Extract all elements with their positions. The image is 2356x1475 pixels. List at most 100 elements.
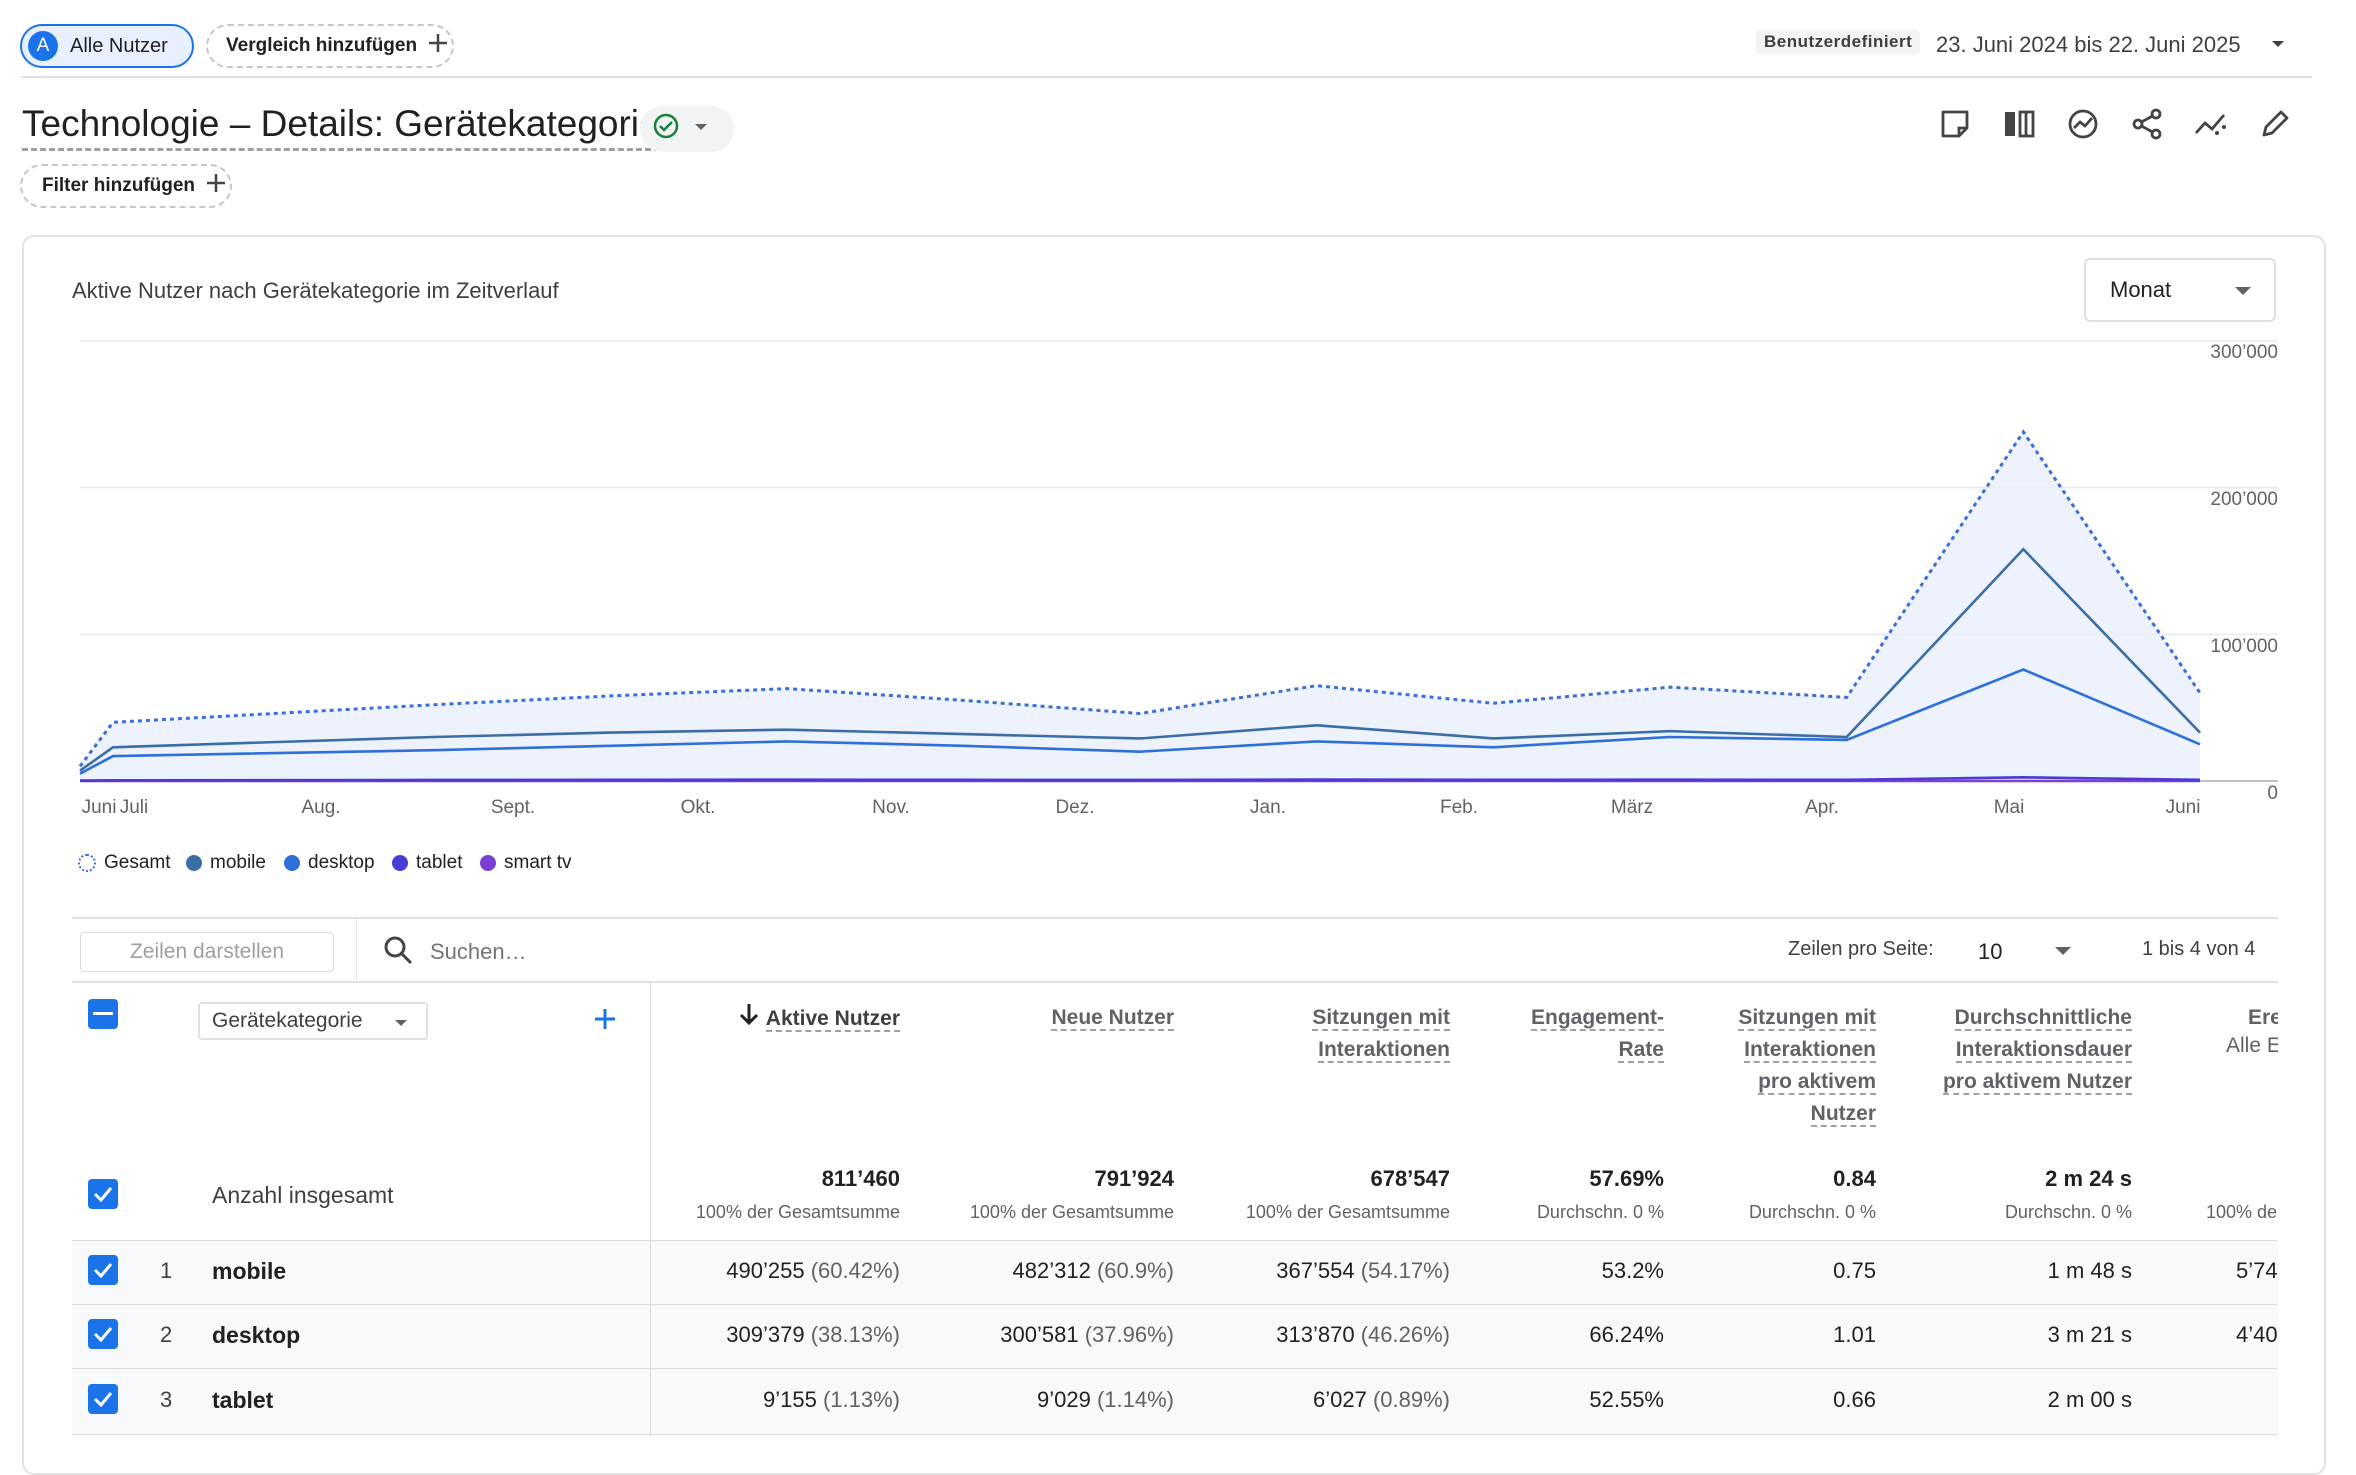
title-status-chip[interactable] [640, 106, 734, 152]
total-new-users: 791’924 [1094, 1166, 1174, 1191]
col-header-label: Sitzungen mit Interaktionen [1312, 1006, 1450, 1063]
x-tick-label: Juni [81, 797, 117, 818]
cell-active-users: 9’155 (1.13%) [763, 1387, 900, 1413]
date-range-dropdown-icon[interactable] [2270, 36, 2286, 57]
y-tick-label: 0 [2267, 783, 2278, 804]
add-comparison-button[interactable]: Vergleich hinzufügen [206, 24, 454, 68]
dimension-select[interactable]: Gerätekategorie [198, 1002, 428, 1040]
cell-value: 309’379 [726, 1322, 805, 1347]
rows-per-page-value: 10 [1978, 939, 2003, 964]
controls-divider [356, 918, 357, 980]
segment-chip[interactable]: A Alle Nutzer [20, 24, 194, 68]
legend-dot-icon [186, 855, 202, 871]
select-all-checkbox[interactable] [88, 999, 118, 1029]
legend-label: tablet [416, 852, 463, 873]
legend-label: smart tv [504, 852, 572, 873]
page-title: Technologie – Details: Gerätekategorie [22, 100, 660, 151]
cell-avg-engagement-time: 2 m 00 s [2047, 1387, 2132, 1412]
cell-percent: (1.14%) [1096, 1387, 1174, 1412]
col-header-sessions-per-user[interactable]: Sitzungen mit Interaktionen pro aktivem … [1716, 1002, 1876, 1130]
dimension-label: Gerätekategorie [212, 1009, 363, 1032]
date-mode-badge: Benutzerdefiniert [1756, 30, 1921, 54]
cell-new-users: 300’581 (37.96%) [1000, 1322, 1174, 1348]
edit-icon[interactable] [2254, 103, 2296, 145]
col-header-events-clipped[interactable]: Ere [2248, 1002, 2278, 1034]
cell-percent: (1.13%) [822, 1387, 900, 1412]
col-header-label: Ere [2248, 1006, 2278, 1029]
row-index: 1 [160, 1258, 173, 1283]
add-comparison-label: Vergleich hinzufügen [226, 35, 418, 56]
dimension-column-divider [650, 982, 651, 1436]
cell-percent: (0.89%) [1372, 1387, 1450, 1412]
granularity-select[interactable]: Monat [2084, 258, 2276, 322]
y-tick-label: 300’000 [2210, 342, 2278, 363]
search-input[interactable] [428, 934, 1032, 970]
add-filter-button[interactable]: Filter hinzufügen [20, 164, 232, 208]
cell-percent: (54.17%) [1360, 1258, 1450, 1283]
legend-item-tablet[interactable]: tablet [392, 852, 462, 874]
table-controls-top-border [72, 917, 2278, 919]
x-tick-label: Dez. [1055, 797, 1095, 818]
row-dimension-value[interactable]: desktop [212, 1322, 301, 1348]
compare-columns-icon[interactable] [1998, 103, 2040, 145]
cell-percent: (37.96%) [1084, 1322, 1174, 1347]
row-dimension-value[interactable]: mobile [212, 1258, 287, 1284]
row-checkbox[interactable] [88, 1255, 118, 1285]
col-header-new-users[interactable]: Neue Nutzer [1051, 1002, 1174, 1034]
legend-item-gesamt[interactable]: Gesamt [78, 852, 171, 874]
rows-per-page-label: Zeilen pro Seite: [1788, 938, 1934, 960]
row-divider [72, 1368, 2278, 1369]
show-rows-button[interactable]: Zeilen darstellen [80, 932, 334, 972]
search-icon [382, 934, 414, 971]
col-header-engaged-sessions[interactable]: Sitzungen mit Interaktionen [1250, 1002, 1450, 1066]
legend-item-smart-tv[interactable]: smart tv [480, 852, 572, 874]
cell-engaged-sessions: 313’870 (46.26%) [1276, 1322, 1450, 1348]
col-header-active-users[interactable]: Aktive Nutzer [738, 1002, 900, 1036]
cell-engagement-rate: 66.24% [1589, 1322, 1664, 1347]
legend-label: desktop [308, 852, 375, 873]
total-sub: Durchschn. 0 % [1748, 1202, 1876, 1222]
note-icon[interactable] [1934, 103, 1976, 145]
x-tick-label: Feb. [1439, 797, 1479, 818]
row-checkbox[interactable] [88, 1384, 118, 1414]
col-header-engagement-rate[interactable]: Engagement-Rate [1514, 1002, 1664, 1066]
cell-value: 9’029 [1036, 1387, 1091, 1412]
cell-engagement-rate: 53.2% [1601, 1258, 1664, 1283]
row-checkbox[interactable] [88, 1319, 118, 1349]
cell-sessions-per-user: 1.01 [1833, 1322, 1876, 1347]
x-tick-label: Jan. [1250, 797, 1286, 818]
line-chart [78, 340, 2278, 783]
add-filter-label: Filter hinzufügen [42, 175, 196, 196]
x-tick-label: Okt. [680, 797, 716, 818]
cell-new-users: 482’312 (60.9%) [1013, 1258, 1174, 1284]
cell-avg-engagement-time: 3 m 21 s [2047, 1322, 2132, 1347]
series-line-gesamt [78, 429, 2202, 768]
date-range-label: 23. Juni 2024 bis 22. Juni 2025 [1936, 32, 2241, 57]
insights-icon[interactable] [2062, 103, 2104, 145]
share-icon[interactable] [2126, 103, 2168, 145]
cell-new-users: 9’029 (1.14%) [1037, 1387, 1174, 1413]
total-sessions-per-user: 0.84 [1833, 1166, 1876, 1191]
total-sub: Durchschn. 0 % [1536, 1202, 1664, 1222]
row-dimension-value[interactable]: tablet [212, 1387, 274, 1413]
y-tick-label: 100’000 [2210, 636, 2278, 657]
total-sub-clipped: 100% de [2206, 1202, 2278, 1222]
cell-events-clipped: 5’74 [2236, 1258, 2278, 1283]
legend-item-desktop[interactable]: desktop [284, 852, 375, 874]
trend-icon[interactable] [2190, 103, 2232, 145]
add-dimension-icon[interactable] [592, 1006, 618, 1037]
cell-active-users: 490’255 (60.42%) [726, 1258, 900, 1284]
rows-per-page-select[interactable]: 10 [1978, 936, 2078, 968]
cell-value: 482’312 [1012, 1258, 1091, 1283]
legend-item-mobile[interactable]: mobile [186, 852, 266, 874]
totals-checkbox[interactable] [88, 1179, 118, 1209]
granularity-value: Monat [2110, 277, 2172, 302]
col-header-avg-engagement-time[interactable]: Durchschnittliche Interaktionsdauer pro … [1932, 1002, 2132, 1098]
total-active-users: 811’460 [821, 1166, 900, 1191]
cell-events-clipped: 4’40 [2236, 1322, 2278, 1347]
cell-value: 367’554 [1276, 1258, 1355, 1283]
legend-dot-icon [284, 855, 300, 871]
cell-percent: (46.26%) [1360, 1322, 1450, 1347]
chevron-down-icon [2234, 284, 2252, 303]
x-tick-label: März [1610, 797, 1654, 818]
